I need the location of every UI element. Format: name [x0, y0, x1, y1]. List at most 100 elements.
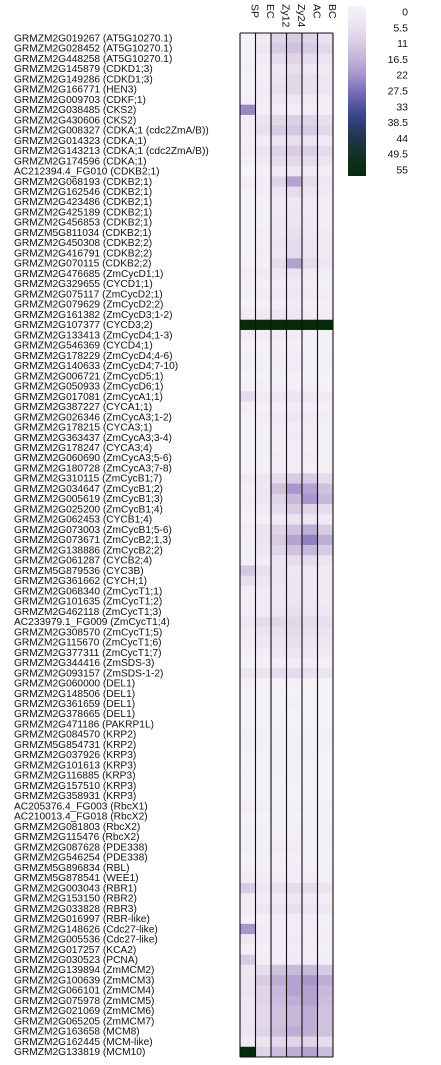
- heatmap-cell: [255, 166, 272, 177]
- heatmap-cell: [286, 340, 303, 351]
- heatmap-cell: [317, 801, 334, 812]
- heatmap-cell: [302, 391, 318, 402]
- heatmap-cell: [255, 698, 272, 710]
- heatmap-cell: [302, 340, 318, 351]
- heatmap-cell: [317, 862, 334, 873]
- heatmap-cell: [302, 606, 318, 617]
- row-label: GRMZM2G017081 (ZmCycA1;1): [14, 392, 163, 403]
- heatmap-cell: [240, 760, 256, 771]
- heatmap-cell: [255, 729, 272, 740]
- heatmap-cell: [240, 1026, 256, 1037]
- row-label: GRMZM2G162445 (MCM-like): [14, 1037, 153, 1048]
- heatmap-cell: [255, 125, 272, 136]
- heatmap-cell: [271, 217, 287, 228]
- heatmap-cell: [240, 350, 256, 361]
- heatmap-cell: [240, 114, 256, 126]
- heatmap-cell: [317, 33, 334, 44]
- heatmap-cell: [317, 790, 334, 802]
- heatmap-cell: [317, 196, 334, 208]
- heatmap-cell: [302, 852, 318, 863]
- row-label: GRMZM5G811034 (CDKB2;1): [14, 228, 151, 239]
- heatmap-cell: [317, 903, 334, 914]
- heatmap-cell: [317, 227, 334, 239]
- heatmap-grid: [239, 32, 334, 1058]
- row-label: GRMZM2G006721 (ZmCycD5;1): [14, 371, 163, 382]
- legend-tick-label: 27.5: [388, 86, 409, 98]
- heatmap-cell: [302, 698, 318, 710]
- heatmap-cell: [302, 1036, 318, 1048]
- heatmap-cell: [255, 84, 272, 95]
- heatmap-cell: [240, 770, 256, 781]
- heatmap-cell: [240, 73, 256, 85]
- heatmap-cell: [286, 53, 303, 65]
- heatmap-cell: [240, 411, 256, 423]
- heatmap-cell: [302, 647, 318, 658]
- heatmap-cell: [255, 1016, 272, 1027]
- heatmap-cell: [255, 186, 272, 198]
- heatmap-cell: [255, 708, 272, 720]
- row-label: GRMZM2G068193 (CDKB2;1): [14, 177, 152, 188]
- heatmap-cell: [317, 678, 334, 689]
- row-label: GRMZM2G084570 (KRP2): [14, 730, 136, 741]
- heatmap-cell: [271, 954, 287, 966]
- heatmap-cell: [240, 975, 256, 986]
- heatmap-cell: [302, 841, 318, 853]
- heatmap-cell: [255, 852, 272, 863]
- heatmap-cell: [286, 934, 303, 945]
- legend-tick-label: 44: [396, 133, 408, 145]
- heatmap-cell: [255, 975, 272, 986]
- heatmap-cell: [317, 821, 334, 833]
- heatmap-cell: [286, 657, 303, 669]
- heatmap-cell: [271, 657, 287, 669]
- heatmap-cell: [255, 596, 272, 607]
- heatmap-cell: [255, 360, 272, 372]
- heatmap-cell: [255, 862, 272, 873]
- heatmap-cell: [286, 585, 303, 597]
- heatmap-cell: [317, 934, 334, 945]
- legend-tick-label: 5.5: [393, 22, 408, 34]
- heatmap-cell: [302, 114, 318, 126]
- heatmap-cell: [240, 534, 256, 546]
- heatmap-cell: [286, 114, 303, 126]
- heatmap-cell: [317, 1036, 334, 1048]
- heatmap-cell: [271, 719, 287, 730]
- heatmap-cell: [302, 739, 318, 751]
- heatmap-cell: [240, 954, 256, 966]
- heatmap-cell: [255, 381, 272, 392]
- row-label: GRMZM2G476685 (ZmCycD1;1): [14, 269, 163, 280]
- heatmap-cell: [240, 944, 256, 955]
- heatmap-cell: [317, 893, 334, 904]
- heatmap-cell: [302, 760, 318, 771]
- heatmap-cell: [286, 954, 303, 966]
- heatmap-cell: [286, 944, 303, 955]
- heatmap-cell: [317, 657, 334, 669]
- row-label: GRMZM2G344416 (ZmSDS-3): [14, 658, 154, 669]
- heatmap-cell: [302, 872, 318, 884]
- heatmap-cell: [286, 760, 303, 771]
- heatmap-cell: [255, 606, 272, 617]
- heatmap-cell: [317, 237, 334, 249]
- heatmap-cell: [317, 985, 334, 996]
- heatmap-cell: [317, 944, 334, 955]
- heatmap-cell: [271, 227, 287, 239]
- heatmap-cell: [317, 432, 334, 443]
- heatmap-cell: [240, 258, 256, 269]
- legend-tick-label: 49.5: [388, 149, 409, 161]
- heatmap-cell: [317, 964, 334, 976]
- row-label: GRMZM2G430606 (CKS2): [14, 115, 136, 126]
- heatmap-cell: [255, 391, 272, 402]
- heatmap-cell: [317, 1005, 334, 1017]
- heatmap-cell: [271, 237, 287, 249]
- heatmap-cell: [255, 1046, 272, 1058]
- heatmap-cell: [286, 33, 303, 44]
- row-label: GRMZM2G038485 (CKS2): [14, 105, 136, 116]
- heatmap-cell: [317, 647, 334, 658]
- heatmap-cell: [286, 1016, 303, 1027]
- row-label: GRMZM2G030523 (PCNA): [14, 955, 138, 966]
- heatmap-cell: [271, 1036, 287, 1048]
- heatmap-cell: [317, 104, 334, 116]
- row-label: GRMZM2G079629 (ZmCycD2;2): [14, 300, 163, 311]
- heatmap-cell: [255, 278, 272, 290]
- heatmap-cell: [240, 995, 256, 1007]
- heatmap-cell: [255, 545, 272, 556]
